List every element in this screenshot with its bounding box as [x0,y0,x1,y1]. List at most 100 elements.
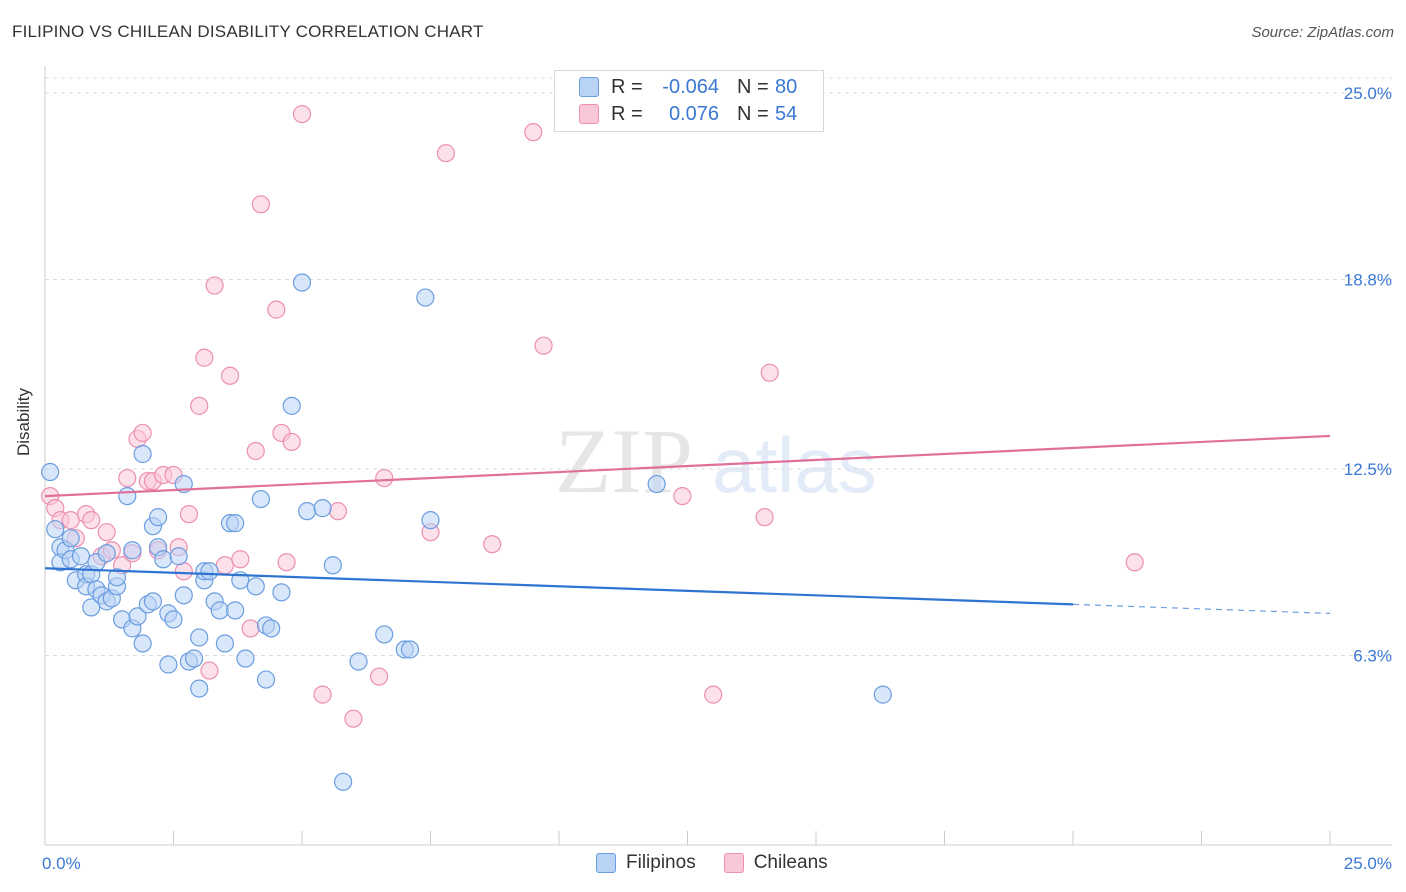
chileans-point [277,553,296,572]
correlation-legend: R = -0.064 N = 80 R = 0.076 N = 54 [554,70,824,132]
filipinos-point [128,607,147,626]
legend-row-chileans: R = 0.076 N = 54 [579,101,797,127]
tick-labels: 6.3% 12.5% 18.8% 25.0% 0.0% 25.0% [42,84,1392,873]
chileans-point [133,423,152,443]
r-label: R = [611,102,643,125]
chileans-point [292,104,312,124]
filipinos-point [647,474,666,494]
filipinos-point [184,649,204,668]
chileans-point [220,366,240,385]
grid-lines [45,77,1392,657]
filipinos-point [375,625,394,644]
chart-title: FILIPINO VS CHILEAN DISABILITY CORRELATI… [12,22,484,41]
n-label: N = [737,102,769,125]
chileans-point [370,667,389,686]
filipinos-point [246,577,265,596]
filipinos-point [46,520,65,539]
chileans-point [246,441,265,461]
series-chileans [41,104,1144,728]
filipinos-swatch [579,77,599,97]
n-value: 80 [775,75,798,98]
filipinos-point [334,772,353,791]
chileans-point [282,432,301,452]
n-label: N = [737,75,769,98]
filipinos-point [82,598,101,617]
chileans-point [313,685,332,704]
filipinos-point [133,634,152,653]
filipinos-point [159,655,178,674]
filipinos-point [421,511,440,530]
chileans-swatch [579,104,599,124]
filipinos-point [298,502,317,521]
filipinos-point [323,556,342,575]
filipinos-point [226,601,245,620]
chileans-point [755,508,774,527]
chileans-point [231,550,250,569]
filipinos-point [190,628,209,647]
filipinos-point [313,499,332,518]
filipinos-point [143,592,163,611]
chileans-point [704,685,723,704]
chileans-point [1125,553,1144,572]
filipinos-point [97,544,116,563]
chileans-point [215,556,234,575]
series-legend: Filipinos Chileans [596,852,856,874]
chileans-legend-swatch [723,853,744,873]
filipinos-point [262,619,281,638]
chileans-point [524,123,543,142]
r-value: -0.064 [662,75,719,98]
chileans-point [241,619,260,638]
chileans-point [97,523,116,542]
chileans-point [344,709,363,728]
chileans-point [673,486,692,506]
chileans-point [118,468,137,488]
chileans-point [534,336,553,355]
chileans-point [328,502,348,521]
filipinos-trendline [44,567,1074,606]
filipinos-point [71,547,91,566]
n-value: 54 [775,102,798,125]
filipinos-point [123,541,142,560]
filipinos-point [251,489,270,509]
filipinos-point [118,486,137,506]
filipinos-point [133,444,152,464]
filipinos-point [174,586,193,605]
filipinos-point [349,652,368,671]
legend-row-filipinos: R = -0.064 N = 80 [579,74,797,100]
filipinos-point [148,508,168,527]
chileans-point [82,511,101,530]
x-tick-label: 0.0% [42,854,81,873]
watermark-atlas: atlas [712,421,877,509]
filipinos-point [154,550,173,569]
r-value: 0.076 [668,102,719,125]
legend-item-filipinos[interactable]: Filipinos [596,852,696,874]
filipinos-point [210,601,229,620]
filipinos-point [61,529,80,548]
filipinos-point [169,547,188,566]
chileans-point [375,468,394,488]
filipinos-point [236,649,255,668]
chileans-point [483,535,502,554]
chileans-legend-label: Chileans [753,852,828,873]
filipinos-point [256,670,276,689]
chileans-point [174,562,193,581]
filipinos-point [416,288,435,307]
x-tick-label: 25.0% [1344,854,1392,873]
chileans-point [205,276,224,295]
filipinos-point [282,396,301,415]
legend-item-chileans[interactable]: Chileans [723,852,828,874]
filipinos-trendline-extension [1072,603,1331,614]
filipinos-point [164,610,183,629]
filipinos-point [215,634,234,653]
y-tick-label: 25.0% [1344,84,1392,103]
filipinos-point [226,514,245,533]
series-filipinos [41,273,892,791]
chileans-point [179,505,199,524]
chileans-point [267,300,286,319]
filipinos-point [292,273,312,292]
chileans-point [195,348,214,367]
filipinos-legend-swatch [596,853,616,873]
axes [44,66,1392,846]
y-tick-label: 12.5% [1344,460,1392,479]
